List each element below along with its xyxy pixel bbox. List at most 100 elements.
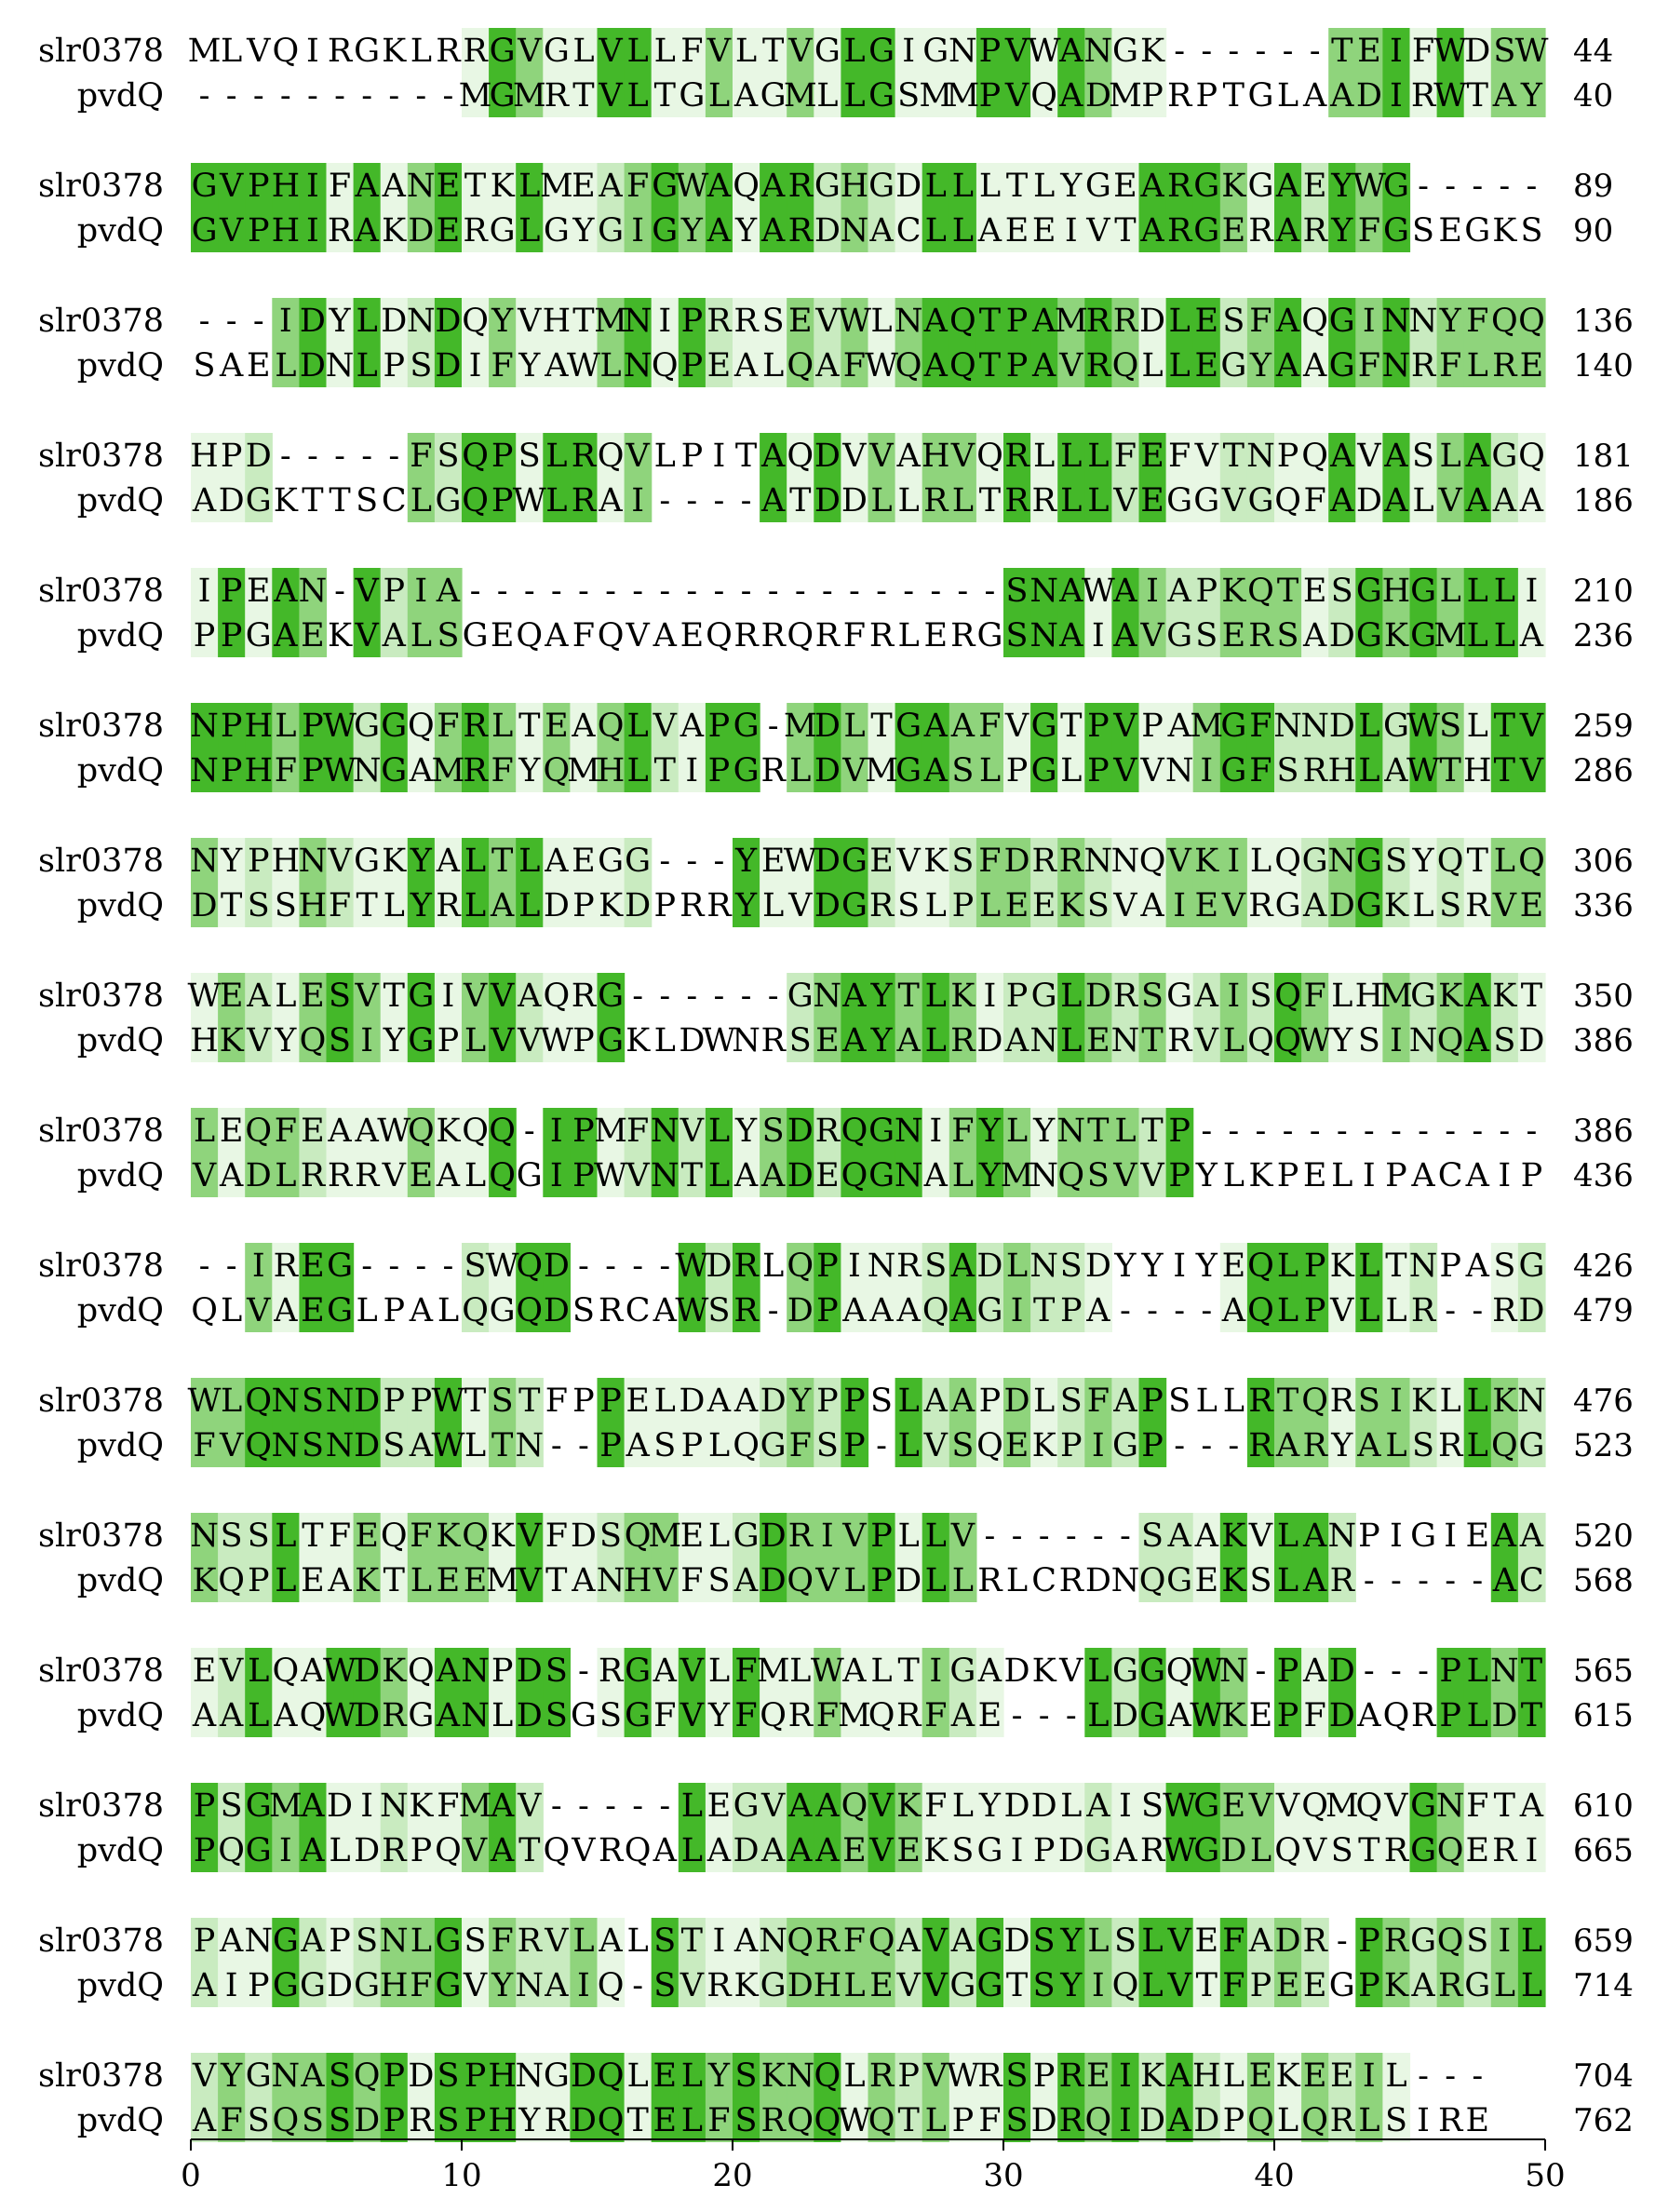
sequence-label: slr0378 [38,1113,164,1150]
residue: D [435,303,461,340]
residue: Q [272,2102,299,2139]
residue: G [1193,212,1219,250]
residue: H [272,168,301,205]
residue: Y [978,1113,1002,1150]
residue: I [1011,1832,1024,1869]
residue: D [327,1967,353,2004]
residue: A [1465,1157,1490,1194]
residue: K [1411,1382,1436,1420]
residue: D [1329,617,1355,654]
similarity-cell [353,163,382,252]
residue: I [1390,77,1403,115]
residue: L [410,1562,432,1599]
residue: A [355,1113,380,1150]
similarity-cell [1382,2053,1411,2142]
similarity-cell [814,1918,841,2007]
similarity-cell [299,1243,328,1332]
similarity-cell [1138,163,1167,252]
similarity-cell [191,838,219,927]
residue: T [762,33,784,70]
sequence-label: pvdQ [77,1427,164,1464]
residue: N [515,2057,544,2095]
residue: F [978,843,1001,880]
similarity-cell [434,1783,463,1872]
similarity-cell [462,703,490,792]
similarity-cell [597,838,626,927]
residue: C [626,1292,651,1329]
residue: H [1327,752,1356,789]
residue: W [1298,1022,1332,1059]
residue: V [1112,482,1137,519]
similarity-cell [462,1783,490,1872]
residue: Q [218,1832,245,1869]
similarity-cell [976,298,1004,387]
residue: P [1168,1157,1191,1194]
residue: - [1228,33,1239,70]
similarity-cell [949,973,977,1062]
residue: V [246,33,271,70]
residue: Q [787,1248,814,1285]
residue: R [1248,617,1274,654]
residue: A [896,1292,922,1329]
similarity-cell [1111,568,1140,657]
residue: P [410,1832,433,1869]
residue: Y [383,1022,406,1059]
similarity-cell [245,703,273,792]
similarity-cell [516,1513,544,1602]
residue: W [513,482,546,519]
residue: G [246,1787,272,1825]
residue: Q [625,1832,652,1869]
similarity-cell [407,1918,436,2007]
similarity-cell [1463,838,1492,927]
similarity-cell [191,703,219,792]
residue: - [1310,33,1321,70]
similarity-cell [1165,1108,1194,1197]
residue: I [1390,1382,1403,1420]
residue: Q [841,1787,868,1825]
similarity-cell [191,1648,219,1737]
residue: A [1302,347,1327,384]
similarity-cell [597,433,626,522]
residue: V [1058,347,1083,384]
residue: - [199,303,210,340]
similarity-cell [543,703,571,792]
residue: A [1085,1292,1110,1329]
residue: T [979,347,1001,384]
residue: N [1029,1157,1058,1194]
residue: A [1465,482,1490,519]
residue: - [578,1248,589,1285]
residue: G [976,617,1002,654]
similarity-cell [1192,433,1221,522]
residue: - [1120,1292,1131,1329]
residue: - [714,573,725,610]
residue: F [410,1517,432,1555]
similarity-cell [976,703,1004,792]
residue: Q [949,303,976,340]
residue: L [925,168,947,205]
residue: S [248,1517,270,1555]
residue-position-number: 286 [1573,752,1634,789]
residue: D [1356,482,1382,519]
residue: P [1141,1382,1164,1420]
similarity-cell [543,298,571,387]
similarity-cell [353,1378,382,1467]
residue: F [1249,303,1272,340]
residue: Q [1518,438,1545,475]
similarity-cell [1165,298,1194,387]
residue: P [410,1382,433,1420]
similarity-cell [1057,703,1085,792]
residue: - [1472,2057,1483,2095]
residue: N [895,1157,923,1194]
residue: E [301,978,325,1015]
residue: V [653,1562,678,1599]
residue: R [518,1922,544,1960]
residue: A [950,1292,976,1329]
similarity-cell [705,1243,733,1332]
similarity-cell [407,433,436,522]
residue: Q [598,2057,625,2095]
similarity-cell [489,838,517,927]
similarity-cell [272,163,300,252]
similarity-cell [570,1513,599,1602]
residue: Q [1057,1157,1084,1194]
similarity-cell [760,1108,787,1197]
